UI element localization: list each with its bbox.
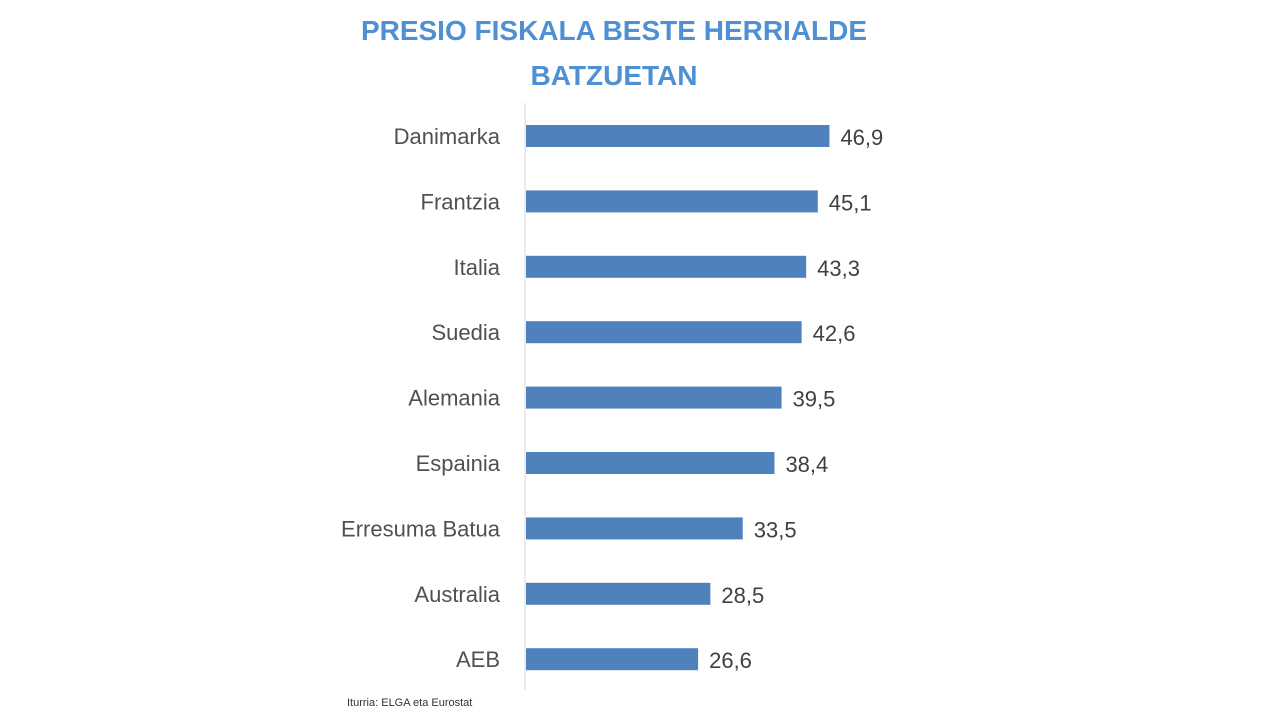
bar-alemania — [526, 386, 782, 409]
category-label: Suedia — [431, 320, 500, 345]
bar-italia — [526, 255, 807, 278]
category-label: Espainia — [416, 451, 501, 476]
bar-erresuma-batua — [526, 517, 743, 540]
value-label: 33,5 — [754, 517, 797, 542]
bar-danimarka — [526, 125, 830, 147]
value-label: 43,3 — [817, 256, 860, 281]
category-label: Alemania — [408, 386, 500, 411]
value-label: 42,6 — [813, 321, 856, 346]
category-label: AEB — [456, 647, 500, 672]
value-label: 46,9 — [840, 125, 883, 150]
category-label: Danimarka — [394, 124, 501, 149]
bar-espainia — [526, 452, 775, 474]
chart-title: PRESIO FISKALA BESTE HERRIALDE BATZUETAN — [340, 8, 888, 98]
value-label: 45,1 — [829, 190, 872, 215]
category-label: Erresuma Batua — [341, 516, 501, 541]
chart-title-line-2: BATZUETAN — [530, 60, 698, 91]
bar-australia — [526, 582, 711, 605]
value-label: 26,6 — [709, 648, 752, 673]
bar-suedia — [526, 321, 802, 344]
bars-group: Danimarka 46,9 Frantzia 45,1 Italia 43,3 Suedi… — [341, 124, 883, 673]
value-label: 28,5 — [721, 583, 764, 608]
value-label: 38,4 — [785, 452, 828, 477]
value-label: 39,5 — [793, 387, 836, 412]
category-label: Australia — [414, 582, 500, 607]
source-note: Iturria: ELGA eta Eurostat — [347, 697, 473, 709]
chart-title-line-1: PRESIO FISKALA BESTE HERRIALDE — [360, 15, 868, 46]
category-label: Italia — [454, 255, 501, 280]
bar-frantzia — [526, 190, 818, 213]
category-label: Frantzia — [421, 189, 501, 214]
bar-aeb — [526, 648, 699, 671]
